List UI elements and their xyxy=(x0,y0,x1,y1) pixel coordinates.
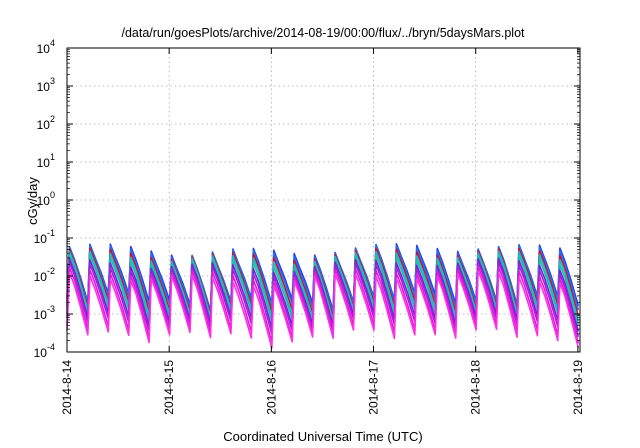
x-tick-label: 2014-8-18 xyxy=(469,360,483,415)
plot-series xyxy=(66,243,580,349)
y-tick-label: 100 xyxy=(37,190,55,208)
y-tick-label: 102 xyxy=(37,114,55,132)
x-axis-label: Coordinated Universal Time (UTC) xyxy=(223,429,422,444)
y-axis-label: cGy/day xyxy=(25,177,40,225)
y-tick-label: 10-4 xyxy=(34,342,55,360)
x-tick-label: 2014-8-14 xyxy=(60,360,74,415)
y-tick-label: 104 xyxy=(37,38,55,56)
y-tick-label: 10-2 xyxy=(34,266,55,284)
x-tick-label: 2014-8-16 xyxy=(264,360,278,415)
y-tick-label: 10-1 xyxy=(34,228,55,246)
x-tick-label: 2014-8-17 xyxy=(367,360,381,415)
y-tick-label: 103 xyxy=(37,76,55,94)
y-tick-label: 101 xyxy=(37,152,55,170)
chart-title: /data/run/goesPlots/archive/2014-08-19/0… xyxy=(121,26,525,40)
x-tick-label: 2014-8-15 xyxy=(162,360,176,415)
x-tick-label: 2014-8-19 xyxy=(571,360,585,415)
y-tick-label: 10-3 xyxy=(34,304,55,322)
axis-ticks: 10-4 10-3 10-2 10-1 100 101 102 103 104 2014-8-14… xyxy=(34,38,585,415)
series-line xyxy=(66,269,580,349)
